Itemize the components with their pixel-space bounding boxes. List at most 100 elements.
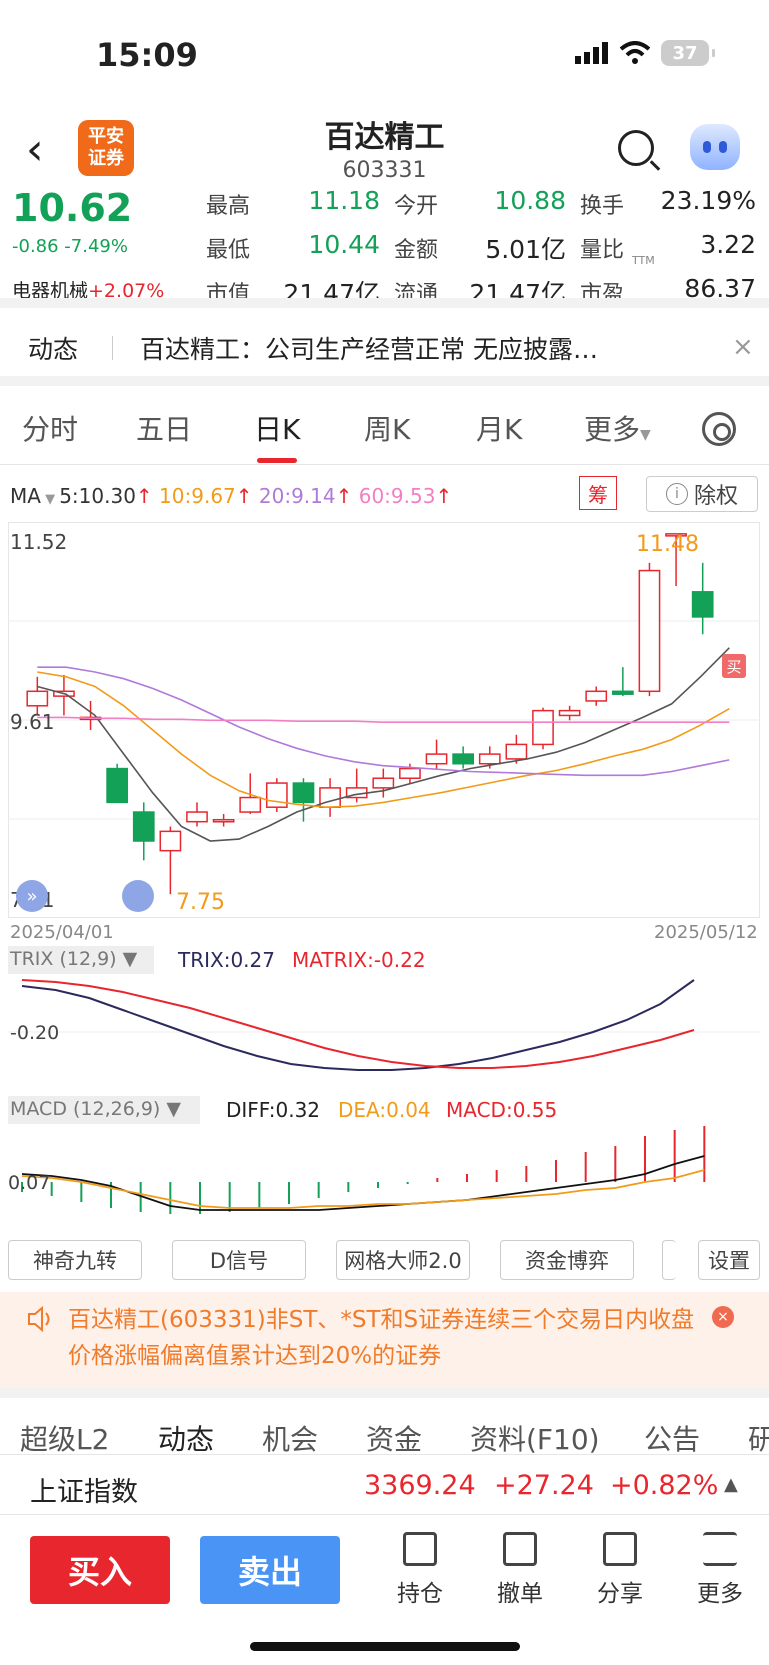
tab-weekly-k[interactable]: 周K: [364, 413, 411, 446]
trix-selector[interactable]: TRIX (12,9) ▼: [10, 948, 138, 970]
buy-signal-badge[interactable]: 买: [722, 654, 746, 678]
divider: [0, 1514, 769, 1515]
news-separator: [112, 336, 113, 360]
assistant-robot-icon[interactable]: [690, 124, 740, 170]
stock-name: 百达精工: [324, 120, 445, 155]
expand-up-icon[interactable]: ▲: [724, 1474, 738, 1495]
chip-distribution-button[interactable]: 筹: [579, 476, 617, 510]
news-tag[interactable]: 动态: [28, 335, 79, 364]
tab-announcements[interactable]: 公告: [644, 1423, 701, 1456]
divider: [0, 464, 769, 465]
ttm-label: TTM: [632, 254, 655, 267]
dea-value: DEA:0.04: [338, 1098, 431, 1122]
tab-super-l2[interactable]: 超级L2: [20, 1423, 110, 1456]
quote-label: 最高: [206, 194, 251, 219]
ma-legend[interactable]: MA ▼ 5:10.30↑ 10:9.67↑ 20:9.14↑ 60:9.53↑: [10, 484, 453, 508]
tab-funds[interactable]: 资金: [366, 1423, 423, 1456]
index-name[interactable]: 上证指数: [30, 1477, 138, 1508]
tab-five-day[interactable]: 五日: [136, 413, 193, 446]
candle-down: [292, 782, 315, 804]
close-icon[interactable]: ×: [732, 332, 754, 362]
macd-selector-bg: [8, 1096, 200, 1124]
dea-line: [21, 1169, 705, 1209]
tool-magic-nine[interactable]: 神奇九转: [8, 1240, 142, 1280]
back-icon[interactable]: ‹: [26, 124, 44, 175]
tool-d-signal[interactable]: D信号: [172, 1240, 306, 1280]
ex-rights-button[interactable]: i 除权: [646, 476, 758, 512]
tab-more[interactable]: 更多▼: [584, 413, 651, 446]
candle-down: [132, 811, 155, 842]
info-icon: i: [665, 483, 688, 505]
quote-value: 11.18: [308, 186, 380, 215]
tab-daily-k[interactable]: 日K: [254, 413, 301, 446]
alert-text[interactable]: 百达精工(603331)非ST、*ST和S证券连续三个交易日内收盘价格涨幅偏离值…: [68, 1307, 695, 1369]
candle-up: [665, 533, 687, 537]
sell-button[interactable]: 卖出: [200, 1536, 340, 1604]
tab-f10[interactable]: 资料(F10): [470, 1423, 600, 1456]
index-change: +27.24: [494, 1470, 594, 1501]
tab-intraday[interactable]: 分时: [22, 413, 79, 446]
trix-value: TRIX:0.27: [178, 948, 275, 972]
macd-value: MACD:0.55: [446, 1098, 558, 1122]
tool-partial[interactable]: [662, 1240, 676, 1280]
candlestick-chart[interactable]: [8, 522, 760, 918]
trix-line: [21, 979, 695, 1071]
ma20-line: [37, 666, 730, 777]
status-icons: 37: [575, 40, 715, 66]
macd-selector[interactable]: MACD (12,26,9) ▼: [10, 1098, 181, 1120]
nav-more[interactable]: 更多: [680, 1532, 760, 1608]
broker-logo: 平安 证券: [78, 120, 134, 176]
tab-monthly-k[interactable]: 月K: [476, 413, 523, 446]
candle-down: [611, 690, 634, 695]
quote-value: 23.19%: [660, 186, 756, 215]
tool-fund-game[interactable]: 资金博弈: [500, 1240, 634, 1280]
tool-grid-master[interactable]: 网格大师2.0: [336, 1240, 470, 1280]
divider: [0, 298, 769, 308]
undo-icon: [503, 1532, 537, 1566]
candle-up: [558, 709, 581, 717]
candle-up: [212, 819, 235, 823]
status-time: 15:09: [96, 36, 198, 74]
candle-up: [239, 796, 262, 813]
macd-chart[interactable]: [8, 1126, 760, 1232]
trix-selector-bg: [8, 946, 154, 974]
close-icon[interactable]: ×: [712, 1306, 734, 1328]
quote-value: 5.01亿: [485, 235, 566, 264]
expand-icon[interactable]: »: [16, 880, 48, 912]
quote-label: 量比: [580, 238, 625, 263]
index-value: 3369.24: [364, 1470, 476, 1501]
quote-label: 换手: [580, 194, 625, 219]
candle-up: [186, 811, 208, 823]
trix-chart[interactable]: [8, 976, 760, 1088]
tab-dynamics[interactable]: 动态: [158, 1423, 215, 1456]
wifi-icon: [619, 41, 651, 64]
fullscreen-icon[interactable]: [122, 880, 154, 912]
tab-opportunity[interactable]: 机会: [262, 1423, 319, 1456]
price-change: -0.86 -7.49%: [12, 236, 128, 257]
candle-down: [452, 753, 475, 765]
matrix-value: MATRIX:-0.22: [292, 948, 426, 972]
candle-up: [478, 753, 501, 765]
home-indicator: [250, 1642, 520, 1651]
candle-up: [505, 743, 528, 760]
nav-cancel-order[interactable]: 撤单: [480, 1532, 560, 1608]
diff-value: DIFF:0.32: [226, 1098, 321, 1122]
nav-share[interactable]: 分享: [580, 1532, 660, 1608]
buy-button[interactable]: 买入: [30, 1536, 170, 1604]
candle-up: [372, 777, 395, 789]
ma60-line: [37, 716, 730, 723]
sector-info[interactable]: 电器机械+2.07%: [12, 280, 165, 302]
speaker-icon: [28, 1305, 50, 1333]
tool-settings[interactable]: 设置: [698, 1240, 760, 1280]
news-headline[interactable]: 百达精工：公司生产经营正常 无应披露…: [140, 335, 598, 364]
quote-value: 10.88: [494, 186, 566, 215]
tab-research[interactable]: 研: [748, 1423, 769, 1456]
candle-up: [532, 709, 554, 746]
nav-holdings[interactable]: 持仓: [380, 1532, 460, 1608]
matrix-line: [21, 979, 695, 1069]
search-icon[interactable]: [618, 130, 654, 166]
tab-underline: [257, 458, 297, 463]
macd-y-label: 0.07: [8, 1172, 51, 1194]
candle-down: [106, 767, 129, 804]
gear-icon[interactable]: [702, 412, 736, 446]
